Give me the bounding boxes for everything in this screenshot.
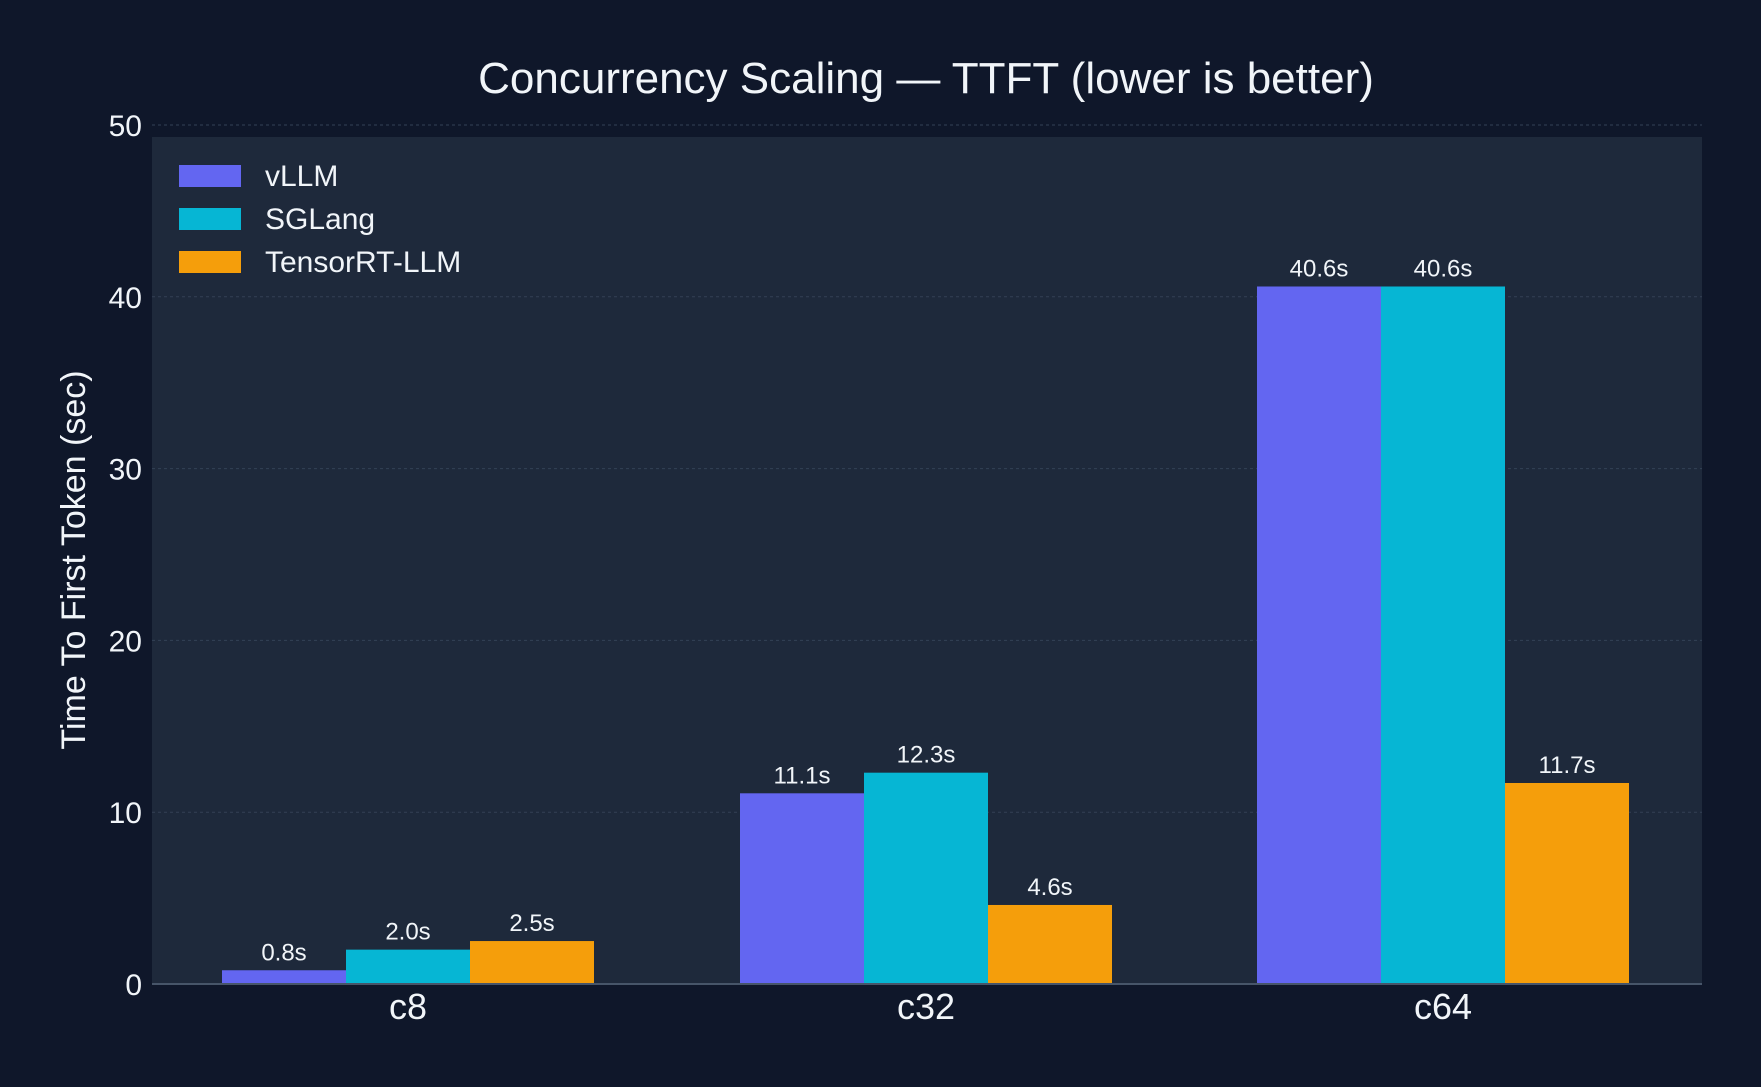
legend-label: SGLang <box>265 203 375 236</box>
bar-sglang-c32 <box>864 772 988 984</box>
bar-vllm-c32 <box>740 793 864 984</box>
legend-swatch <box>179 208 241 230</box>
chart-title: Concurrency Scaling — TTFT (lower is bet… <box>478 54 1374 103</box>
x-tick-label: c64 <box>1414 986 1472 1027</box>
bar-tensorrt-llm-c64 <box>1505 782 1629 984</box>
legend: vLLM SGLang TensorRT-LLM <box>179 160 461 279</box>
legend-swatch <box>179 165 241 187</box>
y-tick-label: 50 <box>109 110 142 143</box>
bars: 0.8s 2.0s 2.5s 11.1s 12.3s 4.6s 40.6s 40.6s 11.7… <box>222 255 1629 984</box>
data-label: 12.3s <box>897 742 956 769</box>
x-tick-label: c32 <box>897 986 955 1027</box>
legend-label: vLLM <box>265 160 338 193</box>
bar-sglang-c64 <box>1381 286 1505 984</box>
bar-vllm-c64 <box>1257 286 1381 984</box>
data-label: 2.0s <box>385 919 430 946</box>
data-label: 40.6s <box>1414 255 1473 282</box>
data-label: 11.1s <box>774 762 831 789</box>
legend-swatch <box>179 251 241 273</box>
y-tick-label: 40 <box>109 282 142 315</box>
x-tick-labels: c8 c32 c64 <box>389 986 1472 1027</box>
y-tick-labels: 0 10 20 30 40 50 <box>109 110 142 1002</box>
data-label: 4.6s <box>1027 874 1072 901</box>
y-tick-label: 0 <box>125 969 142 1002</box>
bar-sglang-c8 <box>346 949 470 984</box>
data-label: 2.5s <box>509 910 554 937</box>
x-tick-label: c8 <box>389 986 427 1027</box>
data-label: 0.8s <box>261 939 306 966</box>
y-tick-label: 10 <box>109 797 142 830</box>
legend-label: TensorRT-LLM <box>265 246 461 279</box>
bar-tensorrt-llm-c8 <box>470 941 594 984</box>
y-tick-label: 20 <box>109 625 142 658</box>
data-label: 11.7s <box>1539 752 1596 779</box>
y-tick-label: 30 <box>109 454 142 487</box>
data-label: 40.6s <box>1290 255 1349 282</box>
bar-tensorrt-llm-c32 <box>988 904 1112 984</box>
bar-vllm-c8 <box>222 970 346 984</box>
y-axis-label: Time To First Token (sec) <box>55 370 93 749</box>
